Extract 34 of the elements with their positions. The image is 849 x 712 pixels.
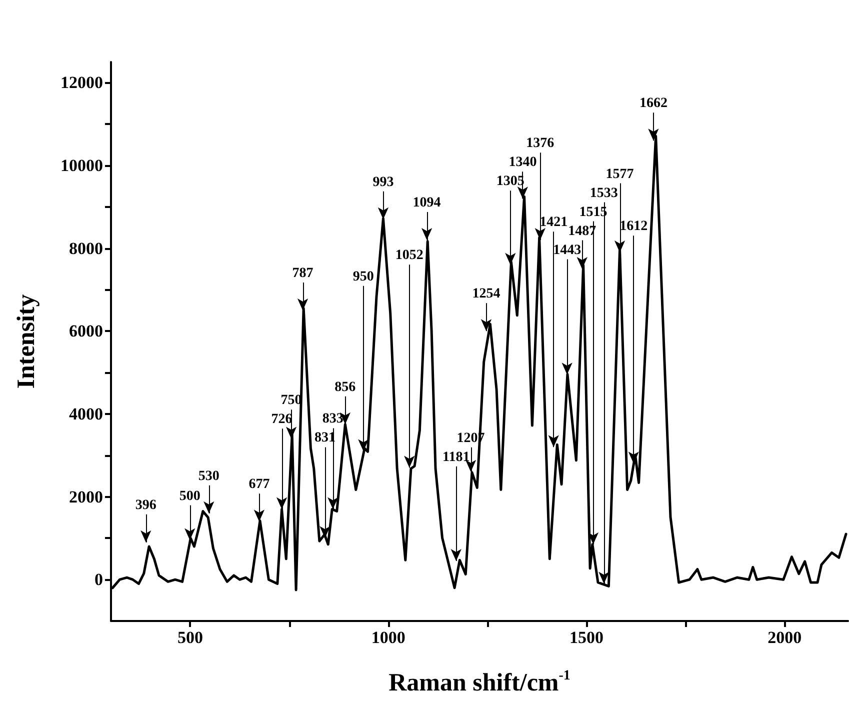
y-tick-label: 4000 — [69, 404, 103, 424]
annotation: 993 — [372, 174, 394, 190]
annotation: 530 — [198, 468, 220, 484]
annotation: 787 — [292, 266, 314, 281]
annotation: 1421 — [540, 215, 568, 230]
annotation: 950 — [352, 269, 374, 284]
annotation: 1577 — [606, 166, 634, 182]
y-tick-label: 6000 — [69, 322, 103, 341]
x-tick-label: 1500 — [569, 628, 604, 647]
y-tick-label: 2000 — [69, 487, 103, 506]
annotation: 500 — [179, 488, 200, 504]
y-axis-title: Intensity — [13, 294, 40, 389]
x-tick-label: 2000 — [768, 628, 802, 647]
annotation: 1094 — [412, 196, 441, 211]
x-tick-label: 500 — [177, 628, 203, 647]
annotation: 833 — [322, 412, 344, 427]
annotation: 1181 — [442, 450, 470, 465]
y-tick-label: 10000 — [60, 156, 103, 176]
annotation: 1340 — [508, 155, 537, 170]
annotation: 1443 — [553, 242, 582, 258]
annotation: 396 — [135, 498, 156, 513]
annotation: 856 — [334, 380, 356, 395]
y-tick-label: 12000 — [60, 73, 103, 92]
annotation: 1052 — [395, 248, 424, 264]
annotation: 1612 — [620, 219, 648, 234]
y-tick-label: 8000 — [69, 238, 103, 258]
annotation: 1254 — [472, 286, 500, 302]
annotation: 1533 — [590, 186, 618, 201]
annotation: 677 — [248, 477, 270, 492]
y-tick-label: 0 — [94, 570, 103, 590]
annotation: 1376 — [526, 136, 554, 152]
annotation: 726 — [271, 412, 292, 428]
annotation: 1662 — [639, 96, 668, 112]
x-tick-label: 1000 — [371, 628, 406, 647]
